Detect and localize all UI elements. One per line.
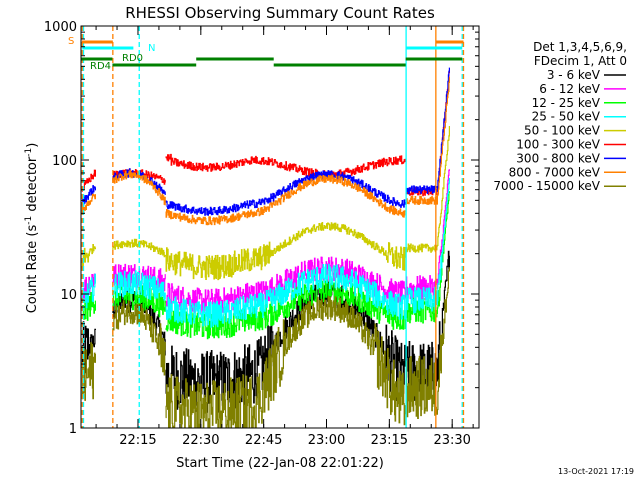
series-7-segment-5 — [405, 77, 450, 205]
series-7-segment-2 — [165, 209, 252, 226]
legend-label: 3 - 6 keV — [547, 68, 601, 82]
y-tick-label: 1 — [69, 422, 77, 437]
series-3-segment-2 — [165, 294, 252, 328]
legend-header-1: Det 1,3,4,5,6,9, — [533, 40, 627, 54]
legend-label: 6 - 12 keV — [539, 82, 601, 96]
legend-label: 25 - 50 keV — [532, 110, 601, 124]
series-6-segment-2 — [165, 200, 252, 216]
chart-title: RHESSI Observing Summary Count Rates — [125, 4, 435, 22]
x-tick-label: 23:00 — [308, 433, 345, 448]
series-8-segment-0 — [81, 342, 97, 401]
legend-label: 12 - 25 keV — [532, 96, 601, 110]
x-axis-label: Start Time (22-Jan-08 22:01:22) — [176, 456, 384, 471]
legend-header-2: FDecim 1, Att 0 — [534, 54, 627, 68]
series-5-segment-3 — [250, 155, 331, 179]
series-2-segment-3 — [250, 279, 331, 332]
y-axis-label: Count Rate (s-1 detector-1) — [24, 143, 40, 314]
series-6-segment-3 — [250, 170, 331, 209]
series-5-segment-4 — [330, 155, 406, 178]
series-4-segment-4 — [330, 222, 406, 271]
y-tick-label: 1000 — [44, 20, 77, 35]
flag-label-rd0: RD0 — [122, 53, 143, 64]
series-0-segment-0 — [81, 321, 97, 374]
series-8-segment-5 — [405, 267, 450, 419]
x-tick-label: 22:15 — [119, 433, 156, 448]
series-3-segment-4 — [330, 264, 406, 320]
series-4-segment-2 — [165, 247, 252, 281]
legend-label: 800 - 7000 keV — [509, 165, 601, 179]
y-tick-label: 100 — [52, 154, 77, 169]
plot-frame — [80, 25, 480, 429]
series-6-segment-4 — [330, 170, 406, 208]
x-tick-label: 22:30 — [182, 433, 219, 448]
series-7-segment-0 — [81, 193, 97, 214]
x-tick-label: 22:45 — [245, 433, 282, 448]
series-5-segment-2 — [165, 153, 252, 172]
series-5-segment-0 — [81, 169, 97, 192]
legend-label: 300 - 800 keV — [516, 151, 600, 165]
flag-label-s: S — [68, 36, 74, 47]
timestamp: 13-Oct-2021 17:19 — [558, 467, 634, 476]
series-8-segment-1 — [112, 300, 166, 376]
x-tick-label: 23:15 — [371, 433, 408, 448]
flag-label-n: N — [148, 43, 155, 54]
legend-label: 100 - 300 keV — [516, 138, 600, 152]
flag-label-rd4: RD4 — [90, 61, 111, 72]
series-7-segment-3 — [250, 175, 331, 218]
series-7-segment-1 — [112, 169, 166, 206]
series-4-segment-3 — [250, 222, 331, 271]
series-8-segment-3 — [250, 295, 331, 428]
plot-area — [81, 67, 450, 428]
series-6-segment-5 — [405, 67, 450, 195]
legend-label: 7000 - 15000 keV — [493, 179, 600, 193]
series-7-segment-4 — [330, 174, 406, 218]
series-3-segment-1 — [112, 270, 166, 301]
series-6-segment-0 — [81, 185, 97, 206]
series-8-segment-4 — [330, 296, 406, 426]
series-3-segment-5 — [405, 177, 450, 314]
legend-label: 50 - 100 keV — [524, 124, 601, 138]
series-8-segment-2 — [165, 374, 252, 428]
x-tick-label: 23:30 — [433, 433, 470, 448]
series-3-segment-3 — [250, 263, 331, 319]
y-tick-label: 10 — [60, 288, 77, 303]
series-4-segment-0 — [81, 244, 97, 271]
series-4-segment-5 — [405, 126, 450, 253]
